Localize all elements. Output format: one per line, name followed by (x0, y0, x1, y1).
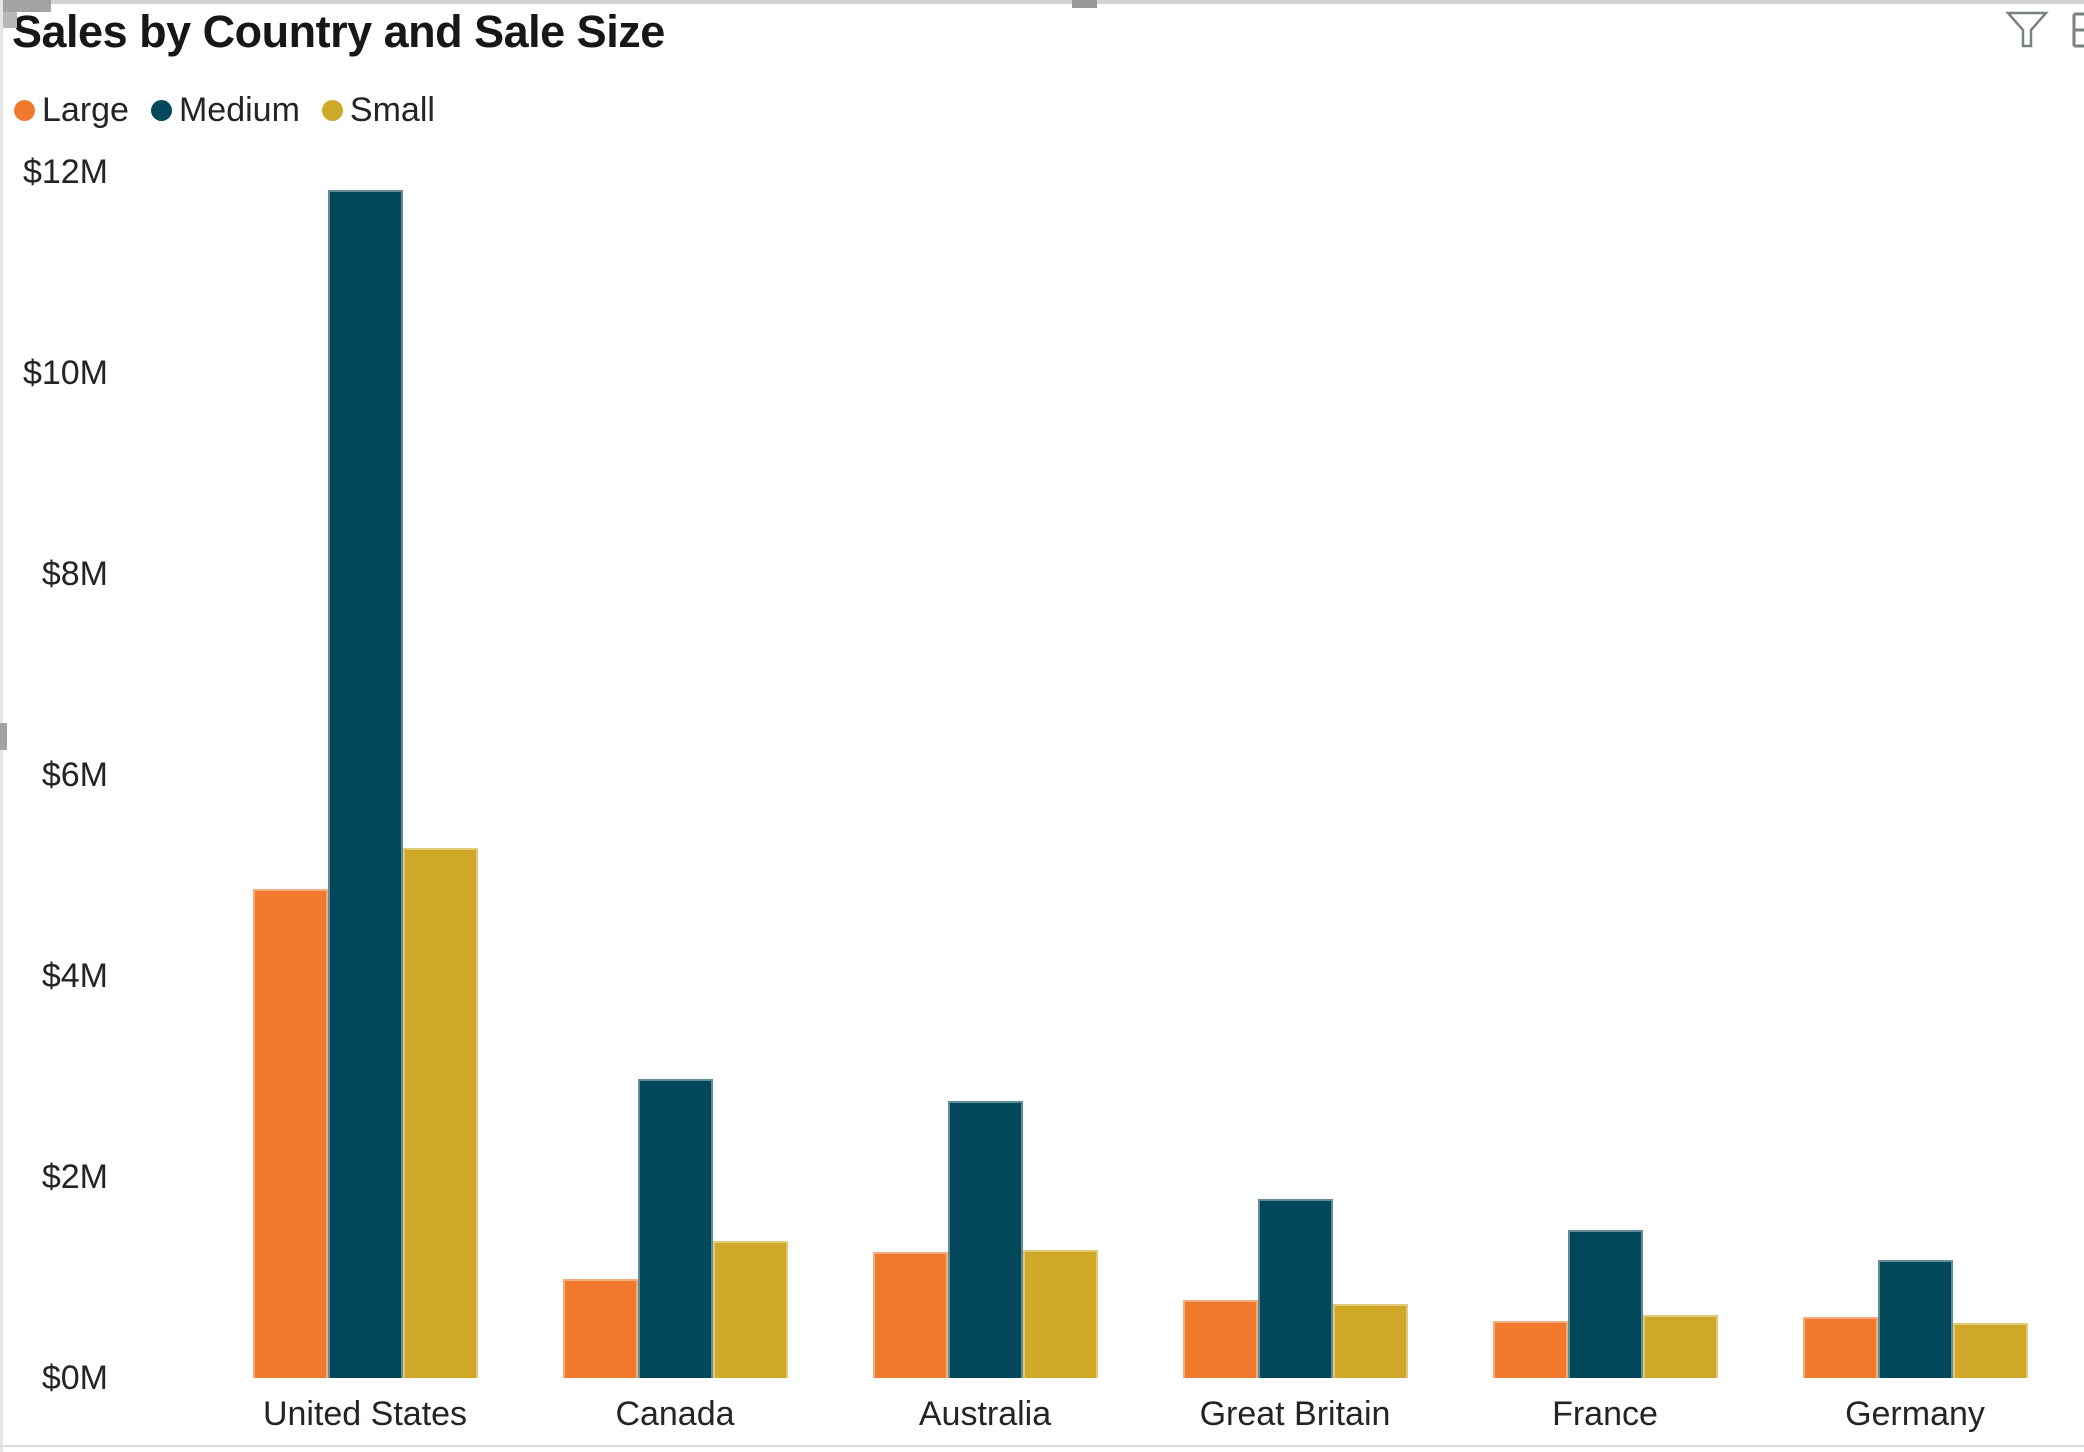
bar-medium-canada[interactable] (637, 1079, 713, 1378)
bar-medium-united-states[interactable] (327, 190, 403, 1378)
y-axis: $12M $10M $8M $6M $4M $2M $0M (0, 0, 108, 1452)
y-tick-label: $0M (41, 1359, 108, 1397)
legend-item-medium[interactable]: Medium (150, 90, 300, 130)
bar-group-france (1450, 172, 1760, 1378)
visual-header (2005, 10, 2084, 50)
horizontal-scrollbar-thumb[interactable] (1072, 0, 1097, 8)
bar-group-australia (830, 172, 1140, 1378)
visual-bottom-border (0, 1445, 2084, 1447)
horizontal-scrollbar-track[interactable] (0, 0, 2084, 4)
legend-label: Medium (178, 91, 300, 129)
plot-area (210, 172, 2070, 1378)
legend-dot-icon (321, 99, 343, 121)
x-axis-label-france: France (1552, 1395, 1658, 1433)
legend-dot-icon (150, 99, 172, 121)
x-axis-label-australia: Australia (918, 1395, 1052, 1433)
bar-small-germany[interactable] (1952, 1323, 2028, 1378)
focus-mode-icon[interactable] (2071, 10, 2084, 50)
x-axis-label-canada: Canada (615, 1395, 735, 1433)
bar-small-france[interactable] (1642, 1315, 1718, 1378)
chart-title: Sales by Country and Sale Size (12, 6, 665, 57)
y-tick-label: $12M (22, 153, 108, 191)
bar-large-australia[interactable] (872, 1252, 948, 1378)
legend-label: Small (349, 91, 435, 129)
legend-item-large[interactable]: Large (14, 90, 129, 130)
bar-small-great-britain[interactable] (1332, 1304, 1408, 1378)
bar-large-france[interactable] (1492, 1321, 1568, 1378)
bar-medium-germany[interactable] (1877, 1260, 1953, 1378)
bar-large-germany[interactable] (1802, 1317, 1878, 1378)
x-axis-label-united-states: United States (262, 1395, 468, 1433)
bar-medium-france[interactable] (1567, 1230, 1643, 1378)
legend-item-small[interactable]: Small (321, 90, 435, 130)
y-tick-label: $8M (41, 555, 108, 593)
bar-group-germany (1760, 172, 2070, 1378)
vertical-scrollbar-thumb[interactable] (0, 723, 7, 750)
bar-large-united-states[interactable] (252, 889, 328, 1378)
x-axis: United States Canada Australia Great Britai… (210, 1392, 2070, 1436)
legend: Large Medium Small (14, 90, 435, 130)
y-tick-label: $6M (41, 756, 108, 794)
bar-group-canada (520, 172, 830, 1378)
bar-group-great-britain (1140, 172, 1450, 1378)
bar-small-united-states[interactable] (402, 848, 478, 1378)
x-axis-label-great-britain: Great Britain (1199, 1395, 1391, 1433)
y-tick-label: $10M (22, 354, 108, 392)
bar-medium-australia[interactable] (947, 1101, 1023, 1378)
bar-large-canada[interactable] (562, 1279, 638, 1378)
scrollbar-corner (0, 0, 51, 12)
y-tick-label: $2M (41, 1158, 108, 1196)
filter-icon[interactable] (2005, 10, 2049, 50)
bar-group-united-states (210, 172, 520, 1378)
bar-small-canada[interactable] (712, 1241, 788, 1378)
bar-large-great-britain[interactable] (1182, 1300, 1258, 1378)
bar-medium-great-britain[interactable] (1257, 1199, 1333, 1378)
bar-small-australia[interactable] (1022, 1250, 1098, 1378)
legend-label: Large (42, 91, 129, 129)
legend-dot-icon (14, 99, 35, 121)
y-tick-label: $4M (41, 957, 108, 995)
scrollbar-corner-lower (0, 12, 17, 28)
x-axis-label-germany: Germany (1845, 1395, 1985, 1433)
